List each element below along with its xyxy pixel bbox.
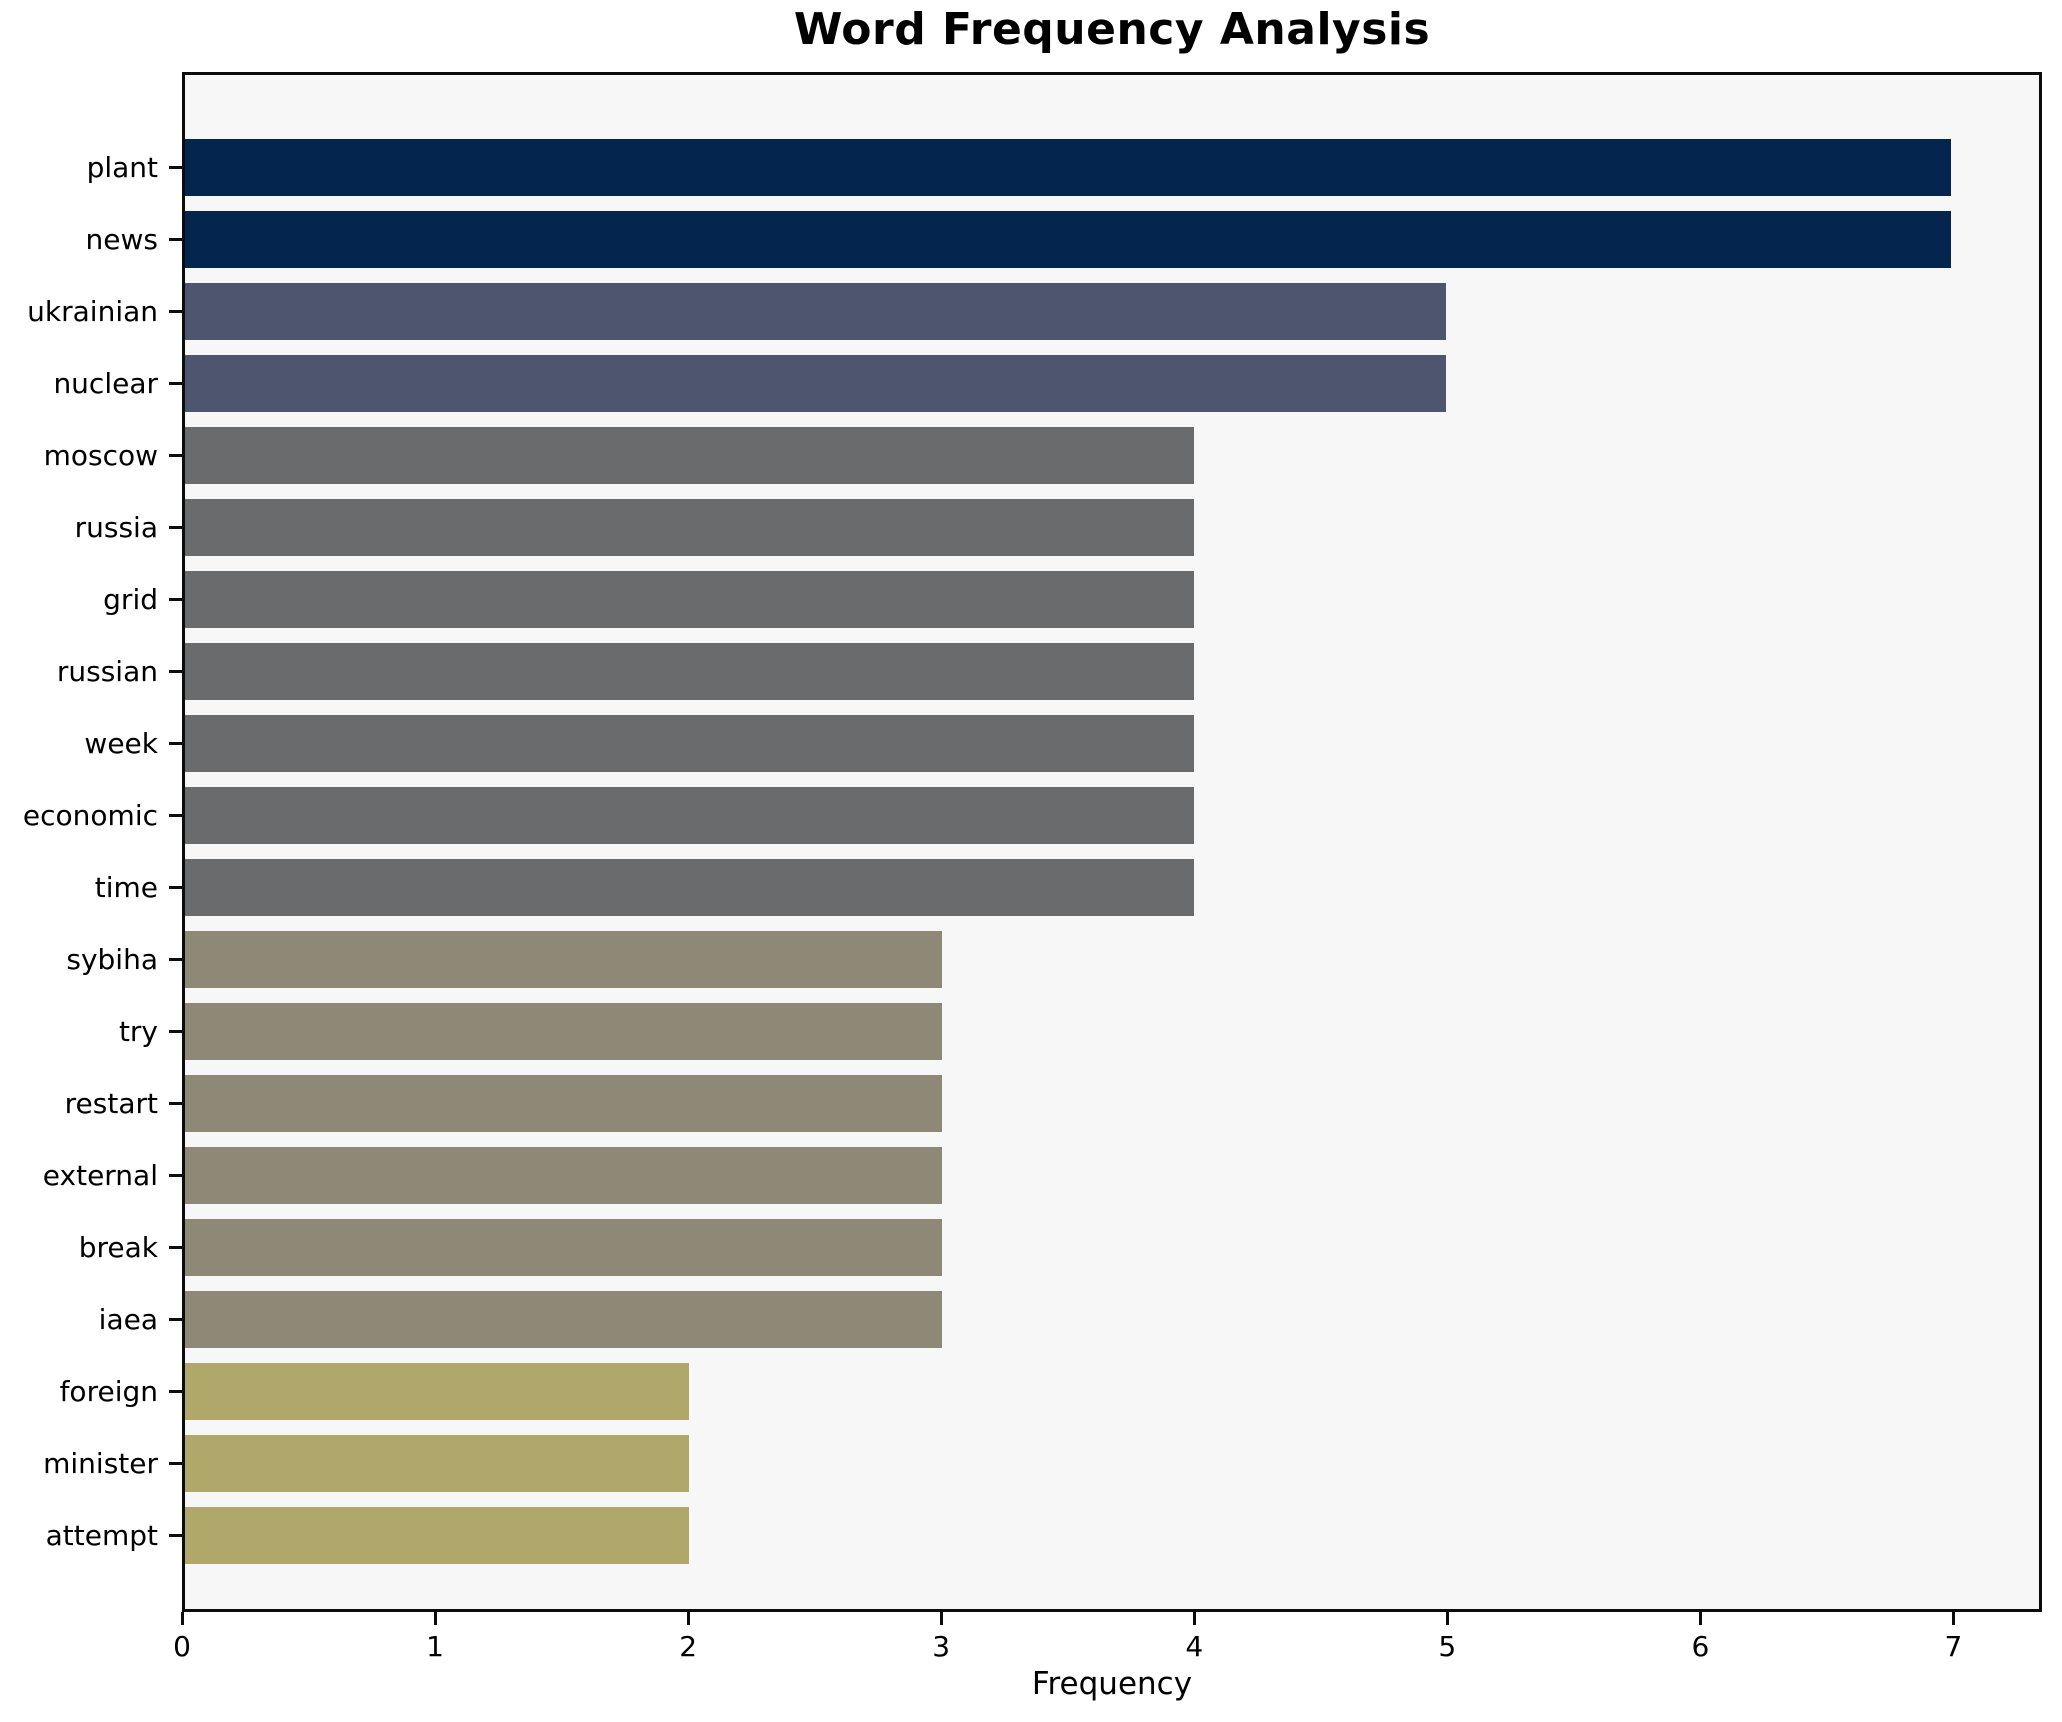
ytick-label-time: time: [94, 870, 158, 904]
ytick-label-try: try: [118, 1014, 158, 1048]
xtick-label-0: 0: [173, 1630, 191, 1663]
ytick-label-news: news: [85, 222, 158, 256]
bar-attempt: [185, 1507, 690, 1564]
bar-plant: [185, 139, 1951, 196]
bar-russian: [185, 643, 1194, 700]
ytick-mark-sybiha: [169, 958, 182, 961]
ytick-label-foreign: foreign: [59, 1374, 158, 1408]
ytick-label-sybiha: sybiha: [66, 942, 158, 976]
ytick-mark-time: [169, 886, 182, 889]
ytick-mark-moscow: [169, 454, 182, 457]
ytick-mark-foreign: [169, 1390, 182, 1393]
xtick-mark-4: [1192, 1612, 1196, 1625]
ytick-mark-grid: [169, 598, 182, 601]
ytick-label-iaea: iaea: [98, 1302, 158, 1336]
ytick-mark-news: [169, 238, 182, 241]
ytick-mark-attempt: [169, 1534, 182, 1537]
ytick-mark-russian: [169, 670, 182, 673]
bar-news: [185, 211, 1951, 268]
ytick-mark-try: [169, 1030, 182, 1033]
ytick-label-nuclear: nuclear: [53, 366, 158, 400]
bar-iaea: [185, 1291, 942, 1348]
bar-sybiha: [185, 931, 942, 988]
ytick-mark-russia: [169, 526, 182, 529]
bar-restart: [185, 1075, 942, 1132]
ytick-mark-external: [169, 1174, 182, 1177]
ytick-label-week: week: [84, 726, 158, 760]
bar-time: [185, 859, 1194, 916]
ytick-label-restart: restart: [64, 1086, 158, 1120]
ytick-label-attempt: attempt: [45, 1518, 158, 1552]
bar-foreign: [185, 1363, 690, 1420]
ytick-label-russia: russia: [74, 510, 158, 544]
ytick-label-break: break: [78, 1230, 158, 1264]
xtick-mark-7: [1951, 1612, 1955, 1625]
xtick-mark-2: [686, 1612, 690, 1625]
chart-title: Word Frequency Analysis: [793, 4, 1431, 55]
bar-external: [185, 1147, 942, 1204]
ytick-mark-iaea: [169, 1318, 182, 1321]
xtick-mark-6: [1698, 1612, 1702, 1625]
ytick-label-plant: plant: [86, 150, 158, 184]
xtick-mark-3: [939, 1612, 943, 1625]
xtick-label-3: 3: [932, 1630, 951, 1663]
x-axis-label: Frequency: [1031, 1666, 1193, 1702]
ytick-mark-plant: [169, 166, 182, 169]
ytick-mark-break: [169, 1246, 182, 1249]
plot-area: [182, 72, 2042, 1612]
ytick-mark-restart: [169, 1102, 182, 1105]
bar-russia: [185, 499, 1194, 556]
bar-break: [185, 1219, 942, 1276]
ytick-label-minister: minister: [43, 1446, 158, 1480]
bar-try: [185, 1003, 942, 1060]
bar-grid: [185, 571, 1194, 628]
ytick-mark-minister: [169, 1462, 182, 1465]
xtick-label-5: 5: [1438, 1630, 1457, 1663]
xtick-label-6: 6: [1691, 1630, 1710, 1663]
ytick-label-economic: economic: [22, 798, 158, 832]
ytick-mark-nuclear: [169, 382, 182, 385]
bar-week: [185, 715, 1194, 772]
bar-ukrainian: [185, 283, 1447, 340]
ytick-label-external: external: [42, 1158, 158, 1192]
xtick-label-2: 2: [679, 1630, 698, 1663]
ytick-mark-ukrainian: [169, 310, 182, 313]
xtick-mark-1: [433, 1612, 437, 1625]
ytick-mark-economic: [169, 814, 182, 817]
xtick-label-7: 7: [1944, 1630, 1963, 1663]
ytick-mark-week: [169, 742, 182, 745]
bar-moscow: [185, 427, 1194, 484]
ytick-label-moscow: moscow: [43, 438, 158, 472]
xtick-label-4: 4: [1185, 1630, 1204, 1663]
xtick-mark-5: [1445, 1612, 1449, 1625]
ytick-label-russian: russian: [56, 654, 158, 688]
xtick-mark-0: [180, 1612, 184, 1625]
bar-minister: [185, 1435, 690, 1492]
xtick-label-1: 1: [426, 1630, 444, 1663]
bar-economic: [185, 787, 1194, 844]
bar-nuclear: [185, 355, 1447, 412]
ytick-label-ukrainian: ukrainian: [27, 294, 158, 328]
ytick-label-grid: grid: [103, 582, 158, 616]
